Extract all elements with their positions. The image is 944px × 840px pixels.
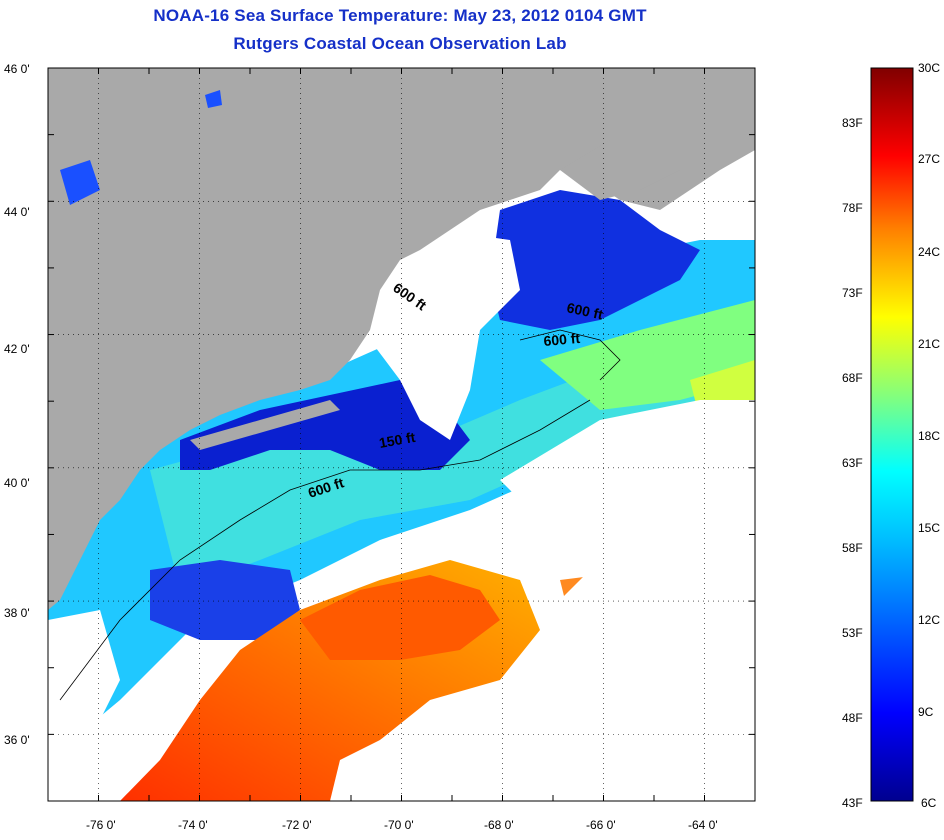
lon-label: -74 0': [178, 818, 208, 832]
colorbar-celsius-label: 24C: [918, 245, 941, 259]
map-title: NOAA-16 Sea Surface Temperature: May 23,…: [153, 6, 647, 25]
colorbar-fahrenheit-label: 83F: [842, 116, 863, 130]
colorbar-fahrenheit-label: 63F: [842, 456, 863, 470]
contour-label: 600 ft: [565, 299, 604, 322]
colorbar-celsius-label: 18C: [918, 429, 941, 443]
lat-label: 42 0': [4, 342, 30, 356]
colorbar: [870, 67, 914, 802]
colorbar-fahrenheit-label: 68F: [842, 371, 863, 385]
cloud-south: [330, 720, 470, 801]
colorbar-fahrenheit-label: 58F: [842, 541, 863, 555]
colorbar-fahrenheit-label: 78F: [842, 201, 863, 215]
cold-patch: [150, 560, 300, 640]
lat-label: 40 0': [4, 476, 30, 490]
lat-label: 38 0': [4, 606, 30, 620]
cold-nearshore: [180, 380, 470, 470]
contour-label: 600 ft: [543, 330, 581, 349]
colorbar-celsius-label: 6C: [921, 796, 937, 810]
colorbar-fahrenheit-label: 48F: [842, 711, 863, 725]
lon-label: -70 0': [384, 818, 414, 832]
cloud-southwest: [48, 610, 120, 760]
contour-600ft-georges: [519, 329, 621, 381]
colorbar-celsius-label: 27C: [918, 152, 941, 166]
graticule: [48, 68, 755, 801]
colorbar-celsius-label: 9C: [918, 705, 934, 719]
lat-label: 44 0': [4, 205, 30, 219]
contour-600ft: [59, 399, 591, 701]
land-mainland: [48, 68, 755, 610]
colorbar-fahrenheit-label: 43F: [842, 796, 863, 810]
lon-label: -68 0': [484, 818, 514, 832]
colorbar-fahrenheit-label: 53F: [842, 626, 863, 640]
land-nova-scotia: [560, 100, 740, 200]
lon-label: -76 0': [86, 818, 116, 832]
contour-label: 150 ft: [378, 429, 417, 451]
lat-label: 36 0': [4, 733, 30, 747]
map-subtitle: Rutgers Coastal Ocean Observation Lab: [233, 34, 567, 53]
colorbar-celsius-label: 15C: [918, 521, 941, 535]
lat-label: 46 0': [4, 62, 30, 76]
cloud-cape-cod: [350, 230, 520, 440]
colorbar-fahrenheit-label: 73F: [842, 286, 863, 300]
lake-patch: [60, 160, 100, 205]
gulf-stream-core: [300, 575, 500, 660]
lon-label: -64 0': [688, 818, 718, 832]
cold-gulf-of-maine: [490, 190, 700, 330]
lon-label: -72 0': [282, 818, 312, 832]
colorbar-celsius-label: 12C: [918, 613, 941, 627]
lon-label: -66 0': [586, 818, 616, 832]
cloud-offshore: [500, 400, 755, 801]
land-long-island: [190, 400, 340, 450]
lake-patch-2: [205, 90, 222, 108]
axis-ticks: [47, 67, 756, 802]
colorbar-celsius-label: 30C: [918, 61, 941, 75]
colorbar-celsius-label: 21C: [918, 337, 941, 351]
